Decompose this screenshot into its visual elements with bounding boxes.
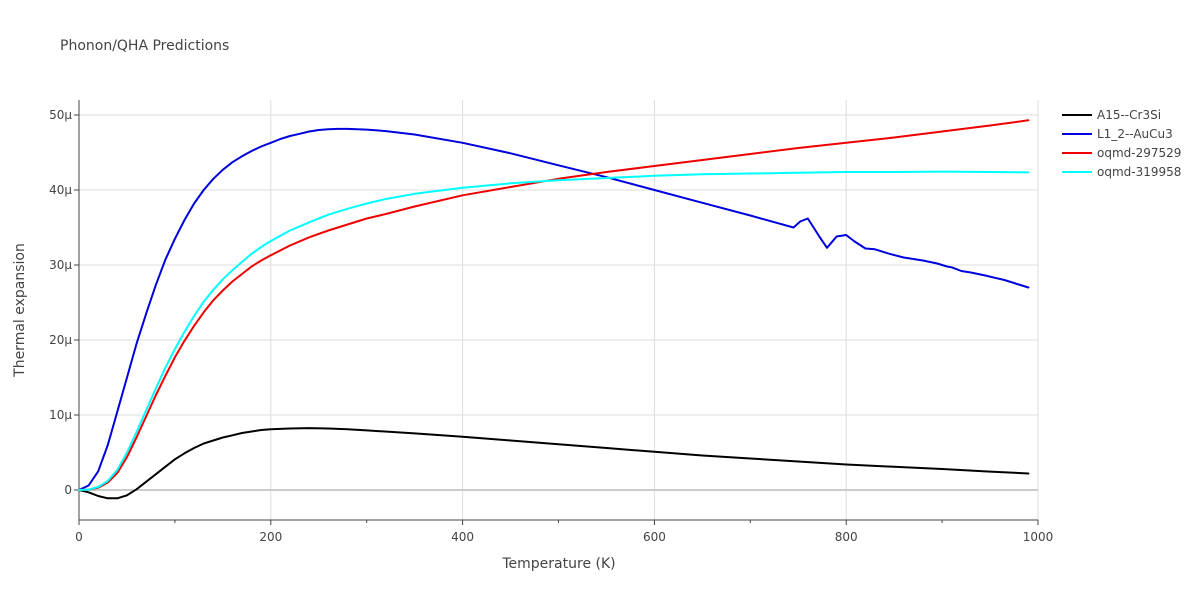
series-line-4 — [78, 170, 1030, 491]
legend-item[interactable]: oqmd-297529 — [1062, 146, 1181, 160]
x-tick-label: 200 — [259, 530, 282, 544]
legend-item[interactable]: oqmd-319958 — [1062, 165, 1181, 179]
x-tick-label: 400 — [451, 530, 474, 544]
y-tick-label: 0 — [64, 483, 72, 497]
legend-item[interactable]: A15--Cr3Si — [1062, 108, 1161, 122]
y-tick-label: 40μ — [49, 183, 72, 197]
y-axis-title: Thermal expansion — [12, 243, 28, 378]
series-line-3 — [78, 119, 1030, 491]
legend-item[interactable]: L1_2--AuCu3 — [1062, 127, 1173, 141]
x-tick-label: 600 — [643, 530, 666, 544]
x-tick-label: 0 — [75, 530, 83, 544]
y-tick-label: 30μ — [49, 258, 72, 272]
series-line-1 — [78, 427, 1030, 500]
y-tick-label: 50μ — [49, 108, 72, 122]
legend: A15--Cr3Si L1_2--AuCu3 oqmd-297529 oqmd-319… — [1062, 108, 1181, 179]
legend-label: oqmd-297529 — [1097, 146, 1181, 160]
legend-label: L1_2--AuCu3 — [1097, 127, 1173, 141]
y-tick-label: 20μ — [49, 333, 72, 347]
series-line-2 — [78, 127, 1030, 491]
chart-title: Phonon/QHA Predictions — [60, 38, 229, 54]
y-tick-label: 10μ — [49, 408, 72, 422]
legend-label: A15--Cr3Si — [1097, 108, 1161, 122]
y-axis-ticks: 0 10μ 20μ 30μ 40μ 50μ — [49, 108, 79, 497]
x-tick-label: 1000 — [1023, 530, 1054, 544]
x-axis-ticks: 0 200 400 600 800 1000 — [75, 520, 1053, 544]
x-gridlines — [270, 100, 1039, 520]
legend-label: oqmd-319958 — [1097, 165, 1181, 179]
y-gridlines — [79, 114, 1038, 416]
series-lines — [78, 119, 1030, 500]
x-tick-label: 800 — [835, 530, 858, 544]
x-axis-title: Temperature (K) — [501, 556, 615, 572]
